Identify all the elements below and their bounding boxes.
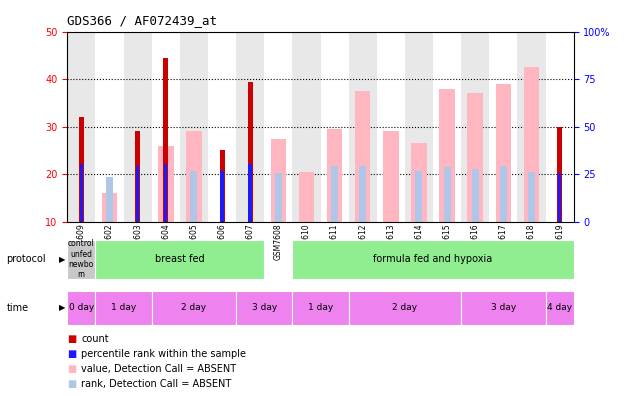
Bar xyxy=(180,32,208,222)
Bar xyxy=(236,32,264,222)
Bar xyxy=(106,177,113,222)
Bar xyxy=(236,291,292,325)
Bar xyxy=(472,169,479,222)
Bar xyxy=(96,240,264,279)
Bar xyxy=(221,171,224,222)
Bar xyxy=(96,32,124,222)
Bar xyxy=(461,32,489,222)
Bar xyxy=(528,172,535,222)
Text: 3 day: 3 day xyxy=(252,303,277,312)
Bar xyxy=(79,164,83,222)
Bar xyxy=(558,173,562,222)
Text: ■: ■ xyxy=(67,364,76,374)
Text: percentile rank within the sample: percentile rank within the sample xyxy=(81,348,246,359)
Text: time: time xyxy=(6,303,29,313)
Bar xyxy=(320,32,349,222)
Bar xyxy=(163,58,169,222)
Bar xyxy=(517,32,545,222)
Bar xyxy=(292,240,574,279)
Bar xyxy=(412,143,427,222)
Bar xyxy=(500,166,507,222)
Bar xyxy=(461,291,545,325)
Bar xyxy=(186,131,202,222)
Bar xyxy=(67,240,96,279)
Text: ▶: ▶ xyxy=(59,255,65,264)
Text: 2 day: 2 day xyxy=(392,303,417,312)
Bar xyxy=(383,131,399,222)
Bar xyxy=(557,127,562,222)
Text: 1 day: 1 day xyxy=(111,303,136,312)
Bar xyxy=(415,171,422,222)
Text: ■: ■ xyxy=(67,333,76,344)
Bar xyxy=(275,173,282,222)
Bar xyxy=(158,146,174,222)
Text: ▶: ▶ xyxy=(59,303,65,312)
Bar xyxy=(495,84,511,222)
Text: GDS366 / AF072439_at: GDS366 / AF072439_at xyxy=(67,14,217,27)
Text: count: count xyxy=(81,333,109,344)
Bar xyxy=(190,171,197,222)
Text: control
unfed
newbo
rn: control unfed newbo rn xyxy=(68,239,95,280)
Bar xyxy=(67,291,96,325)
Bar xyxy=(102,193,117,222)
Text: formula fed and hypoxia: formula fed and hypoxia xyxy=(374,254,493,265)
Bar xyxy=(264,32,292,222)
Bar xyxy=(433,32,461,222)
Bar xyxy=(292,291,349,325)
Bar xyxy=(124,32,152,222)
Text: 1 day: 1 day xyxy=(308,303,333,312)
Bar xyxy=(467,93,483,222)
Bar xyxy=(359,166,366,222)
Bar xyxy=(152,32,180,222)
Bar xyxy=(439,89,455,222)
Bar xyxy=(136,166,139,222)
Bar xyxy=(299,172,314,222)
Bar xyxy=(219,150,224,222)
Text: ■: ■ xyxy=(67,379,76,389)
Bar xyxy=(164,164,167,222)
Text: protocol: protocol xyxy=(6,254,46,265)
Bar xyxy=(96,291,152,325)
Text: 2 day: 2 day xyxy=(181,303,206,312)
Bar xyxy=(292,32,320,222)
Text: 4 day: 4 day xyxy=(547,303,572,312)
Bar xyxy=(79,117,84,222)
Bar xyxy=(67,32,96,222)
Bar xyxy=(331,166,338,222)
Bar xyxy=(135,131,140,222)
Text: ■: ■ xyxy=(67,348,76,359)
Text: 0 day: 0 day xyxy=(69,303,94,312)
Bar xyxy=(545,32,574,222)
Bar xyxy=(247,82,253,222)
Bar xyxy=(444,167,451,222)
Bar xyxy=(349,291,461,325)
Bar xyxy=(349,32,377,222)
Text: value, Detection Call = ABSENT: value, Detection Call = ABSENT xyxy=(81,364,237,374)
Bar xyxy=(355,91,370,222)
Text: rank, Detection Call = ABSENT: rank, Detection Call = ABSENT xyxy=(81,379,231,389)
Bar xyxy=(377,32,405,222)
Bar xyxy=(524,67,539,222)
Bar xyxy=(208,32,236,222)
Bar xyxy=(405,32,433,222)
Text: 3 day: 3 day xyxy=(491,303,516,312)
Bar xyxy=(249,164,252,222)
Text: breast fed: breast fed xyxy=(155,254,204,265)
Bar xyxy=(489,32,517,222)
Bar xyxy=(545,291,574,325)
Bar xyxy=(271,139,286,222)
Bar xyxy=(327,129,342,222)
Bar xyxy=(152,291,236,325)
